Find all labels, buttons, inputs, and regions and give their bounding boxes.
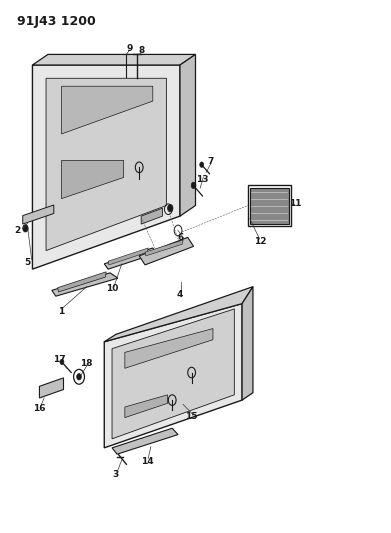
Polygon shape (32, 65, 180, 269)
Circle shape (168, 205, 173, 212)
Polygon shape (250, 188, 289, 224)
Polygon shape (125, 328, 213, 368)
Polygon shape (58, 272, 106, 292)
Text: 9: 9 (126, 44, 133, 53)
Polygon shape (112, 428, 178, 454)
Text: 18: 18 (80, 359, 92, 367)
Polygon shape (125, 395, 168, 418)
Text: 13: 13 (196, 174, 209, 183)
Circle shape (23, 224, 28, 232)
Text: 11: 11 (289, 199, 302, 208)
Polygon shape (46, 78, 167, 251)
Text: 16: 16 (33, 404, 46, 413)
Polygon shape (32, 54, 196, 65)
Circle shape (77, 374, 81, 380)
Text: 6: 6 (178, 233, 184, 242)
Text: 2: 2 (14, 226, 20, 235)
Polygon shape (112, 309, 234, 439)
Polygon shape (141, 208, 163, 224)
Polygon shape (145, 240, 183, 256)
Polygon shape (180, 54, 196, 216)
Polygon shape (242, 287, 253, 400)
Polygon shape (104, 287, 253, 342)
Text: 91J43 1200: 91J43 1200 (17, 14, 96, 28)
Text: 12: 12 (255, 237, 267, 246)
Polygon shape (108, 248, 148, 265)
Text: 15: 15 (185, 411, 198, 421)
Text: 7: 7 (207, 157, 213, 166)
Polygon shape (23, 205, 54, 224)
Polygon shape (52, 273, 118, 296)
Circle shape (200, 162, 204, 167)
Polygon shape (104, 248, 157, 269)
Text: 1: 1 (58, 307, 65, 316)
Polygon shape (39, 378, 63, 398)
Text: 4: 4 (177, 289, 183, 298)
Polygon shape (61, 160, 124, 199)
Text: 5: 5 (25, 258, 31, 266)
Polygon shape (104, 304, 242, 448)
Circle shape (60, 359, 64, 365)
Polygon shape (139, 237, 194, 265)
Polygon shape (61, 86, 153, 134)
Text: 3: 3 (113, 470, 119, 479)
Text: 10: 10 (106, 284, 118, 293)
Text: 8: 8 (139, 46, 145, 55)
Circle shape (191, 182, 196, 189)
Text: 17: 17 (52, 355, 65, 364)
Text: 14: 14 (141, 457, 153, 466)
